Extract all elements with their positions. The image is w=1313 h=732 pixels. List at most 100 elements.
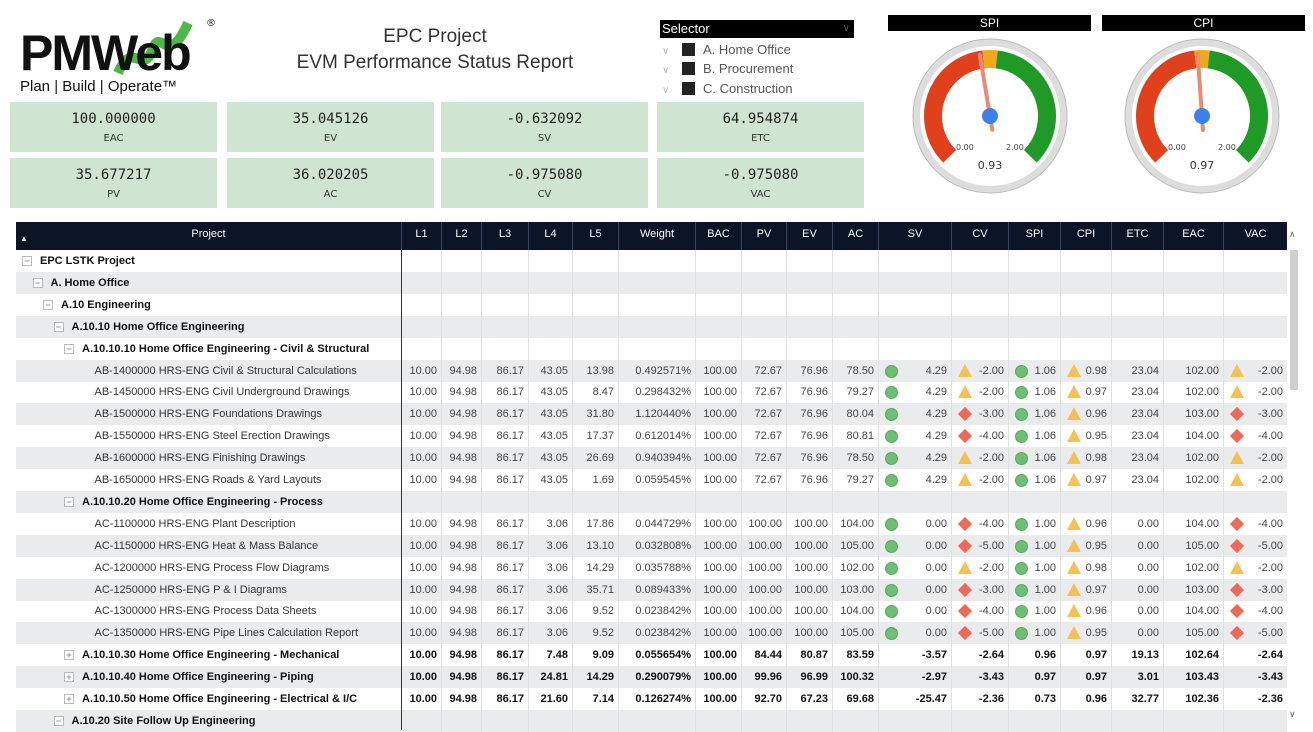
status-diamond-icon <box>958 604 972 618</box>
cell-value: 13.10 <box>586 540 614 552</box>
kpi-label: ETC <box>657 133 864 144</box>
table-scrollbar[interactable]: ∧ ∨ <box>1288 222 1300 730</box>
table-row[interactable]: +A.10.10.30 Home Office Engineering - Me… <box>16 644 1287 666</box>
selector-item-procurement[interactable]: ∨B. Procurement <box>662 60 793 78</box>
cell-value: 4.29 <box>926 386 947 398</box>
column-header-eac[interactable]: EAC <box>1163 222 1223 250</box>
cell-value: 100.00 <box>703 474 737 486</box>
collapse-icon[interactable]: − <box>22 256 32 266</box>
collapse-icon[interactable]: − <box>64 344 74 354</box>
status-triangle-icon <box>958 451 972 464</box>
cell-value: 94.98 <box>449 605 477 617</box>
scrollbar-thumb[interactable] <box>1290 250 1298 390</box>
cell-value: 0.032808% <box>635 540 691 552</box>
cell-pv: 100.00 <box>741 622 786 644</box>
column-header-spi[interactable]: SPI <box>1008 222 1060 250</box>
table-row[interactable]: AB-1400000 HRS-ENG Civil & Structural Ca… <box>16 360 1287 382</box>
cell-l1: 10.00 <box>401 666 441 688</box>
chevron-down-icon[interactable]: ∨ <box>662 82 682 100</box>
selector-item-construction[interactable]: ∨C. Construction <box>662 80 793 98</box>
table-row[interactable]: AC-1350000 HRS-ENG Pipe Lines Calculatio… <box>16 622 1287 644</box>
column-header-ac[interactable]: AC <box>832 222 878 250</box>
cell-vac: -3.43 <box>1223 666 1287 688</box>
column-header-pv[interactable]: PV <box>741 222 786 250</box>
column-header-l2[interactable]: L2 <box>441 222 481 250</box>
table-row[interactable]: AC-1200000 HRS-ENG Process Flow Diagrams… <box>16 557 1287 579</box>
cell-l4: 3.06 <box>528 513 572 535</box>
cell-sv: 0.00 <box>878 513 951 535</box>
status-triangle-icon <box>958 473 972 486</box>
table-row[interactable]: AB-1550000 HRS-ENG Steel Erection Drawin… <box>16 425 1287 447</box>
status-diamond-icon <box>1230 626 1244 640</box>
table-row[interactable]: +A.10.10.50 Home Office Engineering - El… <box>16 688 1287 710</box>
collapse-icon[interactable]: − <box>33 278 43 288</box>
cell-value: 100.00 <box>748 562 782 574</box>
cell-value: 43.05 <box>540 452 568 464</box>
column-header-weight[interactable]: Weight <box>618 222 695 250</box>
collapse-icon[interactable]: − <box>54 322 64 332</box>
table-row[interactable]: −A.10.10.20 Home Office Engineering - Pr… <box>16 491 1287 513</box>
cell-value: 0.98 <box>1086 365 1107 377</box>
status-circle-icon <box>1015 452 1028 465</box>
column-header-vac[interactable]: VAC <box>1223 222 1287 250</box>
table-row[interactable]: −A. Home Office <box>16 272 1287 294</box>
table-row[interactable]: −A.10.10 Home Office Engineering <box>16 316 1287 338</box>
expand-icon[interactable]: + <box>64 650 74 660</box>
row-name: AB-1550000 HRS-ENG Steel Erection Drawin… <box>95 425 330 447</box>
column-header-project[interactable]: Project <box>16 222 401 250</box>
kpi-label: AC <box>227 189 434 200</box>
cell-cv: -2.00 <box>951 381 1008 403</box>
status-triangle-icon <box>1067 583 1081 596</box>
column-header-l1[interactable]: L1 <box>401 222 441 250</box>
column-header-etc[interactable]: ETC <box>1111 222 1163 250</box>
chevron-down-icon[interactable]: ∨ <box>662 62 682 80</box>
cell-weight: 0.612014% <box>618 425 695 447</box>
column-header-l4[interactable]: L4 <box>528 222 572 250</box>
scroll-down-icon[interactable]: ∨ <box>1289 710 1296 720</box>
cell-value: 72.67 <box>754 365 782 377</box>
cell-eac: 102.36 <box>1163 688 1223 710</box>
cell-ev: 100.00 <box>786 579 832 601</box>
cell-pv <box>741 338 786 360</box>
column-header-bac[interactable]: BAC <box>695 222 741 250</box>
chevron-down-icon[interactable]: ∨ <box>662 43 682 61</box>
cell-value: 76.96 <box>800 474 828 486</box>
table-row[interactable]: −A.10 Engineering <box>16 294 1287 316</box>
column-header-cv[interactable]: CV <box>951 222 1008 250</box>
expand-icon[interactable]: + <box>64 672 74 682</box>
collapse-icon[interactable]: − <box>43 300 53 310</box>
column-header-sv[interactable]: SV <box>878 222 951 250</box>
table-row[interactable]: +A.10.10.40 Home Office Engineering - Pi… <box>16 666 1287 688</box>
column-header-l3[interactable]: L3 <box>481 222 528 250</box>
cell-ev: 100.00 <box>786 557 832 579</box>
collapse-icon[interactable]: − <box>64 497 74 507</box>
cell-value: 43.05 <box>540 386 568 398</box>
column-header-cpi[interactable]: CPI <box>1060 222 1111 250</box>
table-row[interactable]: −EPC LSTK Project <box>16 250 1287 272</box>
table-row[interactable]: AB-1450000 HRS-ENG Civil Underground Dra… <box>16 381 1287 403</box>
cell-ev <box>786 491 832 513</box>
checkbox[interactable] <box>682 62 695 75</box>
status-triangle-icon <box>1230 473 1244 486</box>
column-header-ev[interactable]: EV <box>786 222 832 250</box>
column-header-l5[interactable]: L5 <box>572 222 618 250</box>
scroll-up-icon[interactable]: ∧ <box>1289 230 1296 240</box>
checkbox[interactable] <box>682 82 695 95</box>
table-row[interactable]: −A.10.10.10 Home Office Engineering - Ci… <box>16 338 1287 360</box>
cell-pv: 100.00 <box>741 557 786 579</box>
expand-icon[interactable]: + <box>64 694 74 704</box>
table-row[interactable]: −A.10.20 Site Follow Up Engineering <box>16 710 1287 732</box>
cell-weight: 1.120440% <box>618 403 695 425</box>
selector-dropdown[interactable]: Selector ∨ <box>660 20 854 38</box>
selector-item-home-office[interactable]: ∨A. Home Office <box>662 41 791 59</box>
collapse-icon[interactable]: − <box>54 716 64 726</box>
cell-value: 0.96 <box>1086 518 1107 530</box>
checkbox[interactable] <box>682 43 695 56</box>
